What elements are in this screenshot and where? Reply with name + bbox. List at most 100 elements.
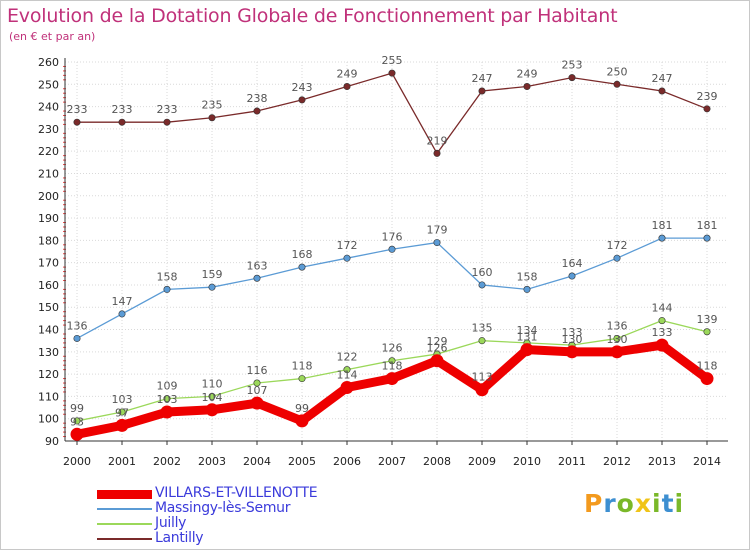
- legend-item: Lantilly: [97, 531, 397, 546]
- legend-item: Massingy-lès-Semur: [97, 501, 397, 516]
- data-label: 116: [247, 364, 268, 377]
- x-tick-label: 2011: [558, 455, 586, 468]
- data-point: [343, 366, 351, 374]
- data-label: 130: [607, 333, 628, 346]
- data-label: 181: [652, 219, 673, 232]
- chart-title: Evolution de la Dotation Globale de Fonc…: [7, 5, 618, 27]
- y-tick-label: 250: [38, 78, 59, 91]
- data-label: 250: [607, 65, 628, 78]
- data-label: 118: [382, 360, 403, 373]
- data-point: [613, 254, 621, 262]
- data-label: 249: [337, 68, 358, 81]
- data-point: [118, 310, 126, 318]
- logo-letter: i: [674, 489, 685, 518]
- data-label: 114: [337, 368, 358, 381]
- data-label: 233: [112, 103, 133, 116]
- y-tick-label: 200: [38, 190, 59, 203]
- y-tick-label: 220: [38, 145, 59, 158]
- data-point: [700, 372, 714, 386]
- y-tick-label: 160: [38, 279, 59, 292]
- data-label: 179: [427, 224, 448, 237]
- data-point: [70, 427, 84, 441]
- data-point: [658, 317, 666, 325]
- data-point: [115, 418, 129, 432]
- logo-letter: P: [584, 489, 604, 518]
- x-tick-label: 2006: [333, 455, 361, 468]
- data-label: 104: [202, 391, 223, 404]
- data-label: 118: [697, 360, 718, 373]
- data-point: [205, 403, 219, 417]
- data-point: [298, 96, 306, 104]
- legend-label: Massingy-lès-Semur: [155, 500, 291, 516]
- data-point: [160, 405, 174, 419]
- data-point: [433, 239, 441, 247]
- data-label: 233: [157, 103, 178, 116]
- data-point: [388, 245, 396, 253]
- data-label: 233: [67, 103, 88, 116]
- data-label: 243: [292, 81, 313, 94]
- data-label: 160: [472, 266, 493, 279]
- data-label: 109: [157, 380, 178, 393]
- data-label: 238: [247, 92, 268, 105]
- data-label: 130: [562, 333, 583, 346]
- data-label: 176: [382, 230, 403, 243]
- data-label: 239: [697, 90, 718, 103]
- y-tick-label: 90: [45, 435, 59, 448]
- data-point: [613, 80, 621, 88]
- data-label: 136: [67, 319, 88, 332]
- data-point: [298, 375, 306, 383]
- y-tick-label: 210: [38, 167, 59, 180]
- data-point: [613, 334, 621, 342]
- legend-swatch: [97, 538, 152, 540]
- logo-letter: o: [616, 489, 635, 518]
- data-label: 126: [382, 342, 403, 355]
- chart-subtitle: (en € et par an): [9, 30, 96, 43]
- x-tick-label: 2005: [288, 455, 316, 468]
- x-tick-label: 2010: [513, 455, 541, 468]
- data-point: [703, 328, 711, 336]
- data-point: [430, 354, 444, 368]
- data-point: [388, 357, 396, 365]
- data-label: 99: [295, 402, 309, 415]
- y-tick-label: 120: [38, 368, 59, 381]
- data-point: [565, 345, 579, 359]
- x-tick-label: 2014: [693, 455, 721, 468]
- data-label: 135: [472, 322, 493, 335]
- y-tick-label: 180: [38, 234, 59, 247]
- x-tick-label: 2008: [423, 455, 451, 468]
- data-point: [73, 417, 81, 425]
- y-tick-label: 260: [38, 56, 59, 69]
- data-label: 129: [427, 335, 448, 348]
- data-label: 158: [157, 270, 178, 283]
- data-point: [163, 118, 171, 126]
- data-label: 159: [202, 268, 223, 281]
- data-label: 144: [652, 302, 673, 315]
- data-label: 136: [607, 319, 628, 332]
- data-label: 168: [292, 248, 313, 261]
- data-point: [340, 380, 354, 394]
- data-label: 255: [382, 54, 403, 67]
- data-label: 219: [427, 134, 448, 147]
- data-point: [478, 337, 486, 345]
- data-point: [610, 345, 624, 359]
- data-point: [208, 114, 216, 122]
- data-point: [253, 274, 261, 282]
- y-tick-label: 240: [38, 101, 59, 114]
- data-label: 235: [202, 99, 223, 112]
- x-tick-label: 2002: [153, 455, 181, 468]
- proxiti-logo: Proxiti: [584, 489, 684, 518]
- y-tick-label: 130: [38, 346, 59, 359]
- data-point: [703, 105, 711, 113]
- data-label: 131: [517, 331, 538, 344]
- data-point: [208, 283, 216, 291]
- data-point: [523, 285, 531, 293]
- data-point: [73, 118, 81, 126]
- y-tick-label: 230: [38, 123, 59, 136]
- data-label: 249: [517, 68, 538, 81]
- data-point: [703, 234, 711, 242]
- data-point: [163, 285, 171, 293]
- data-point: [118, 408, 126, 416]
- data-point: [163, 395, 171, 403]
- x-tick-label: 2009: [468, 455, 496, 468]
